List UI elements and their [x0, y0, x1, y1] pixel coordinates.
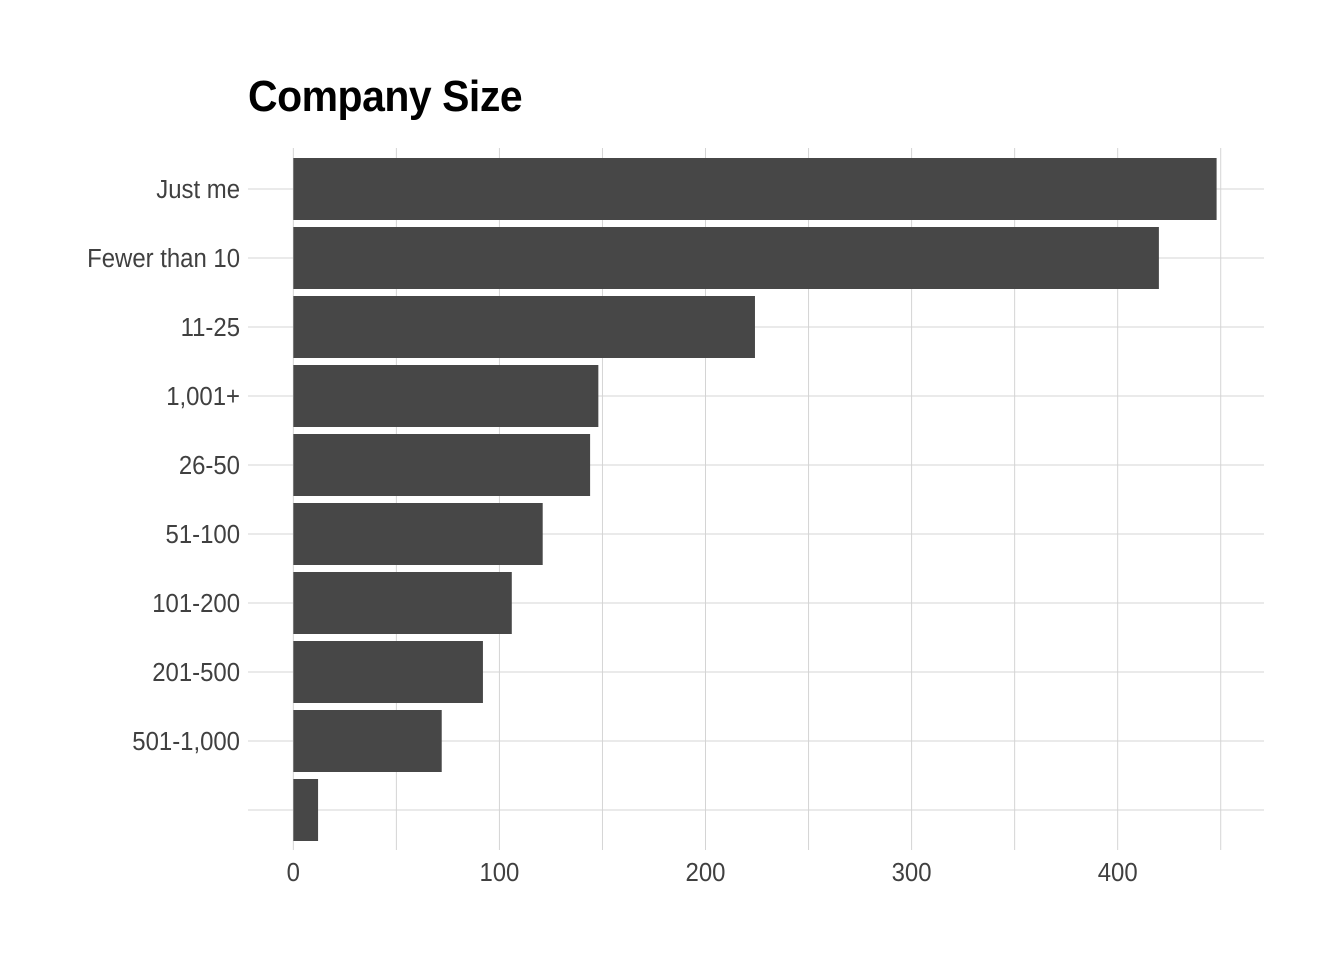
bar	[293, 227, 1159, 289]
bar	[293, 572, 512, 634]
bar	[293, 779, 319, 841]
category-label: 11-25	[181, 313, 240, 342]
category-label: 201-500	[152, 658, 240, 687]
bar	[293, 503, 543, 565]
category-label: 26-50	[179, 451, 240, 480]
category-label: Fewer than 10	[87, 244, 240, 273]
bar	[293, 296, 755, 358]
category-label: 51-100	[166, 520, 240, 549]
bar	[293, 365, 599, 427]
x-tick-label: 100	[479, 858, 519, 887]
bar	[293, 158, 1217, 220]
category-labels: Just me Fewer than 10 11-25 1,001+ 26-50 51-1…	[87, 175, 240, 756]
bar	[293, 434, 591, 496]
x-tick-label: 0	[287, 858, 300, 887]
x-tick-label: 200	[686, 858, 726, 887]
x-tick-labels: 0 100 200 300 400	[287, 858, 1138, 887]
chart-title: Company Size	[248, 72, 523, 121]
category-label: 1,001+	[166, 382, 240, 411]
bar	[293, 710, 442, 772]
bar	[293, 641, 483, 703]
bars	[293, 158, 1217, 841]
category-label: Just me	[156, 175, 240, 204]
x-tick-label: 300	[892, 858, 932, 887]
category-label: 501-1,000	[132, 727, 240, 756]
x-tick-label: 400	[1098, 858, 1138, 887]
category-label: 101-200	[152, 589, 240, 618]
